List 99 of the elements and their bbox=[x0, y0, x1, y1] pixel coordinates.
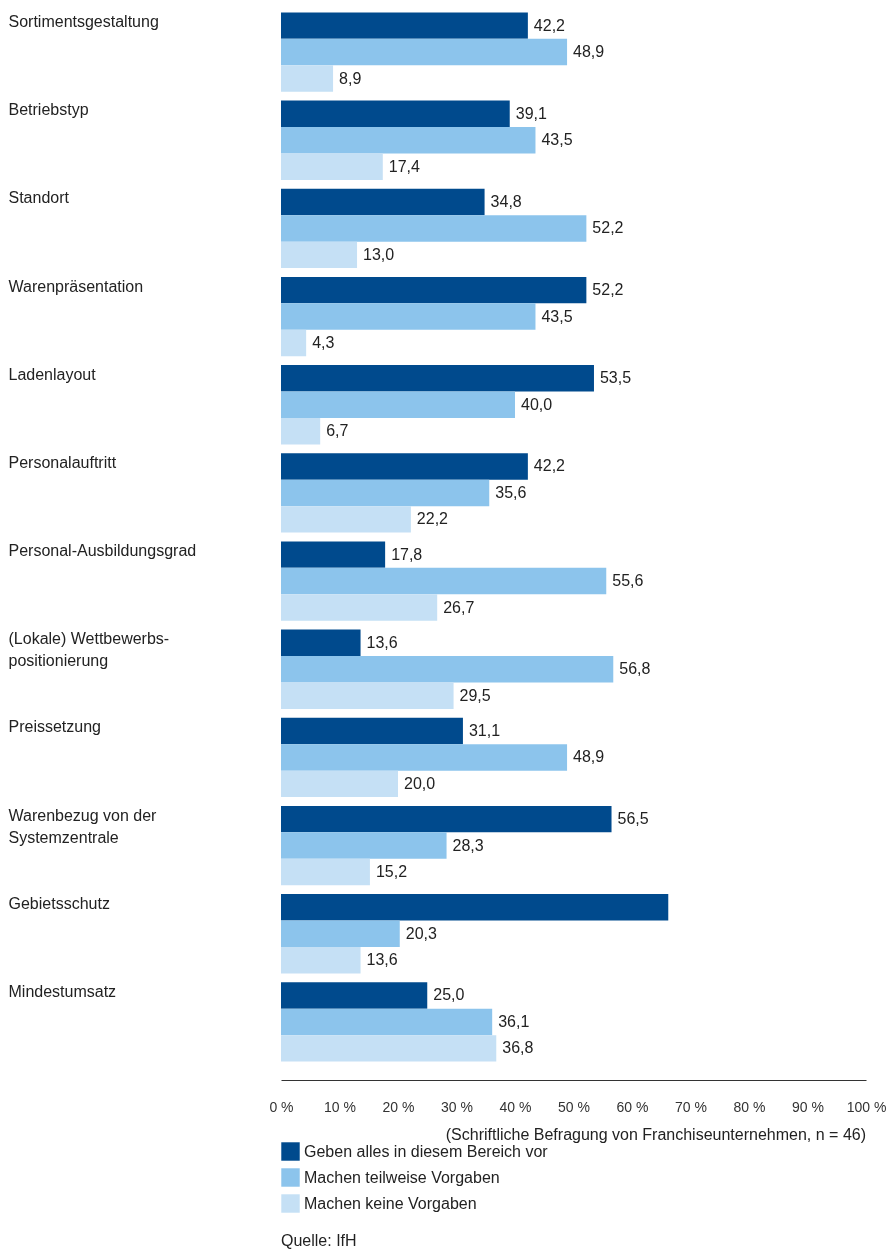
data-label: 53,5 bbox=[599, 369, 632, 387]
bar bbox=[281, 920, 400, 947]
bar bbox=[281, 629, 361, 657]
data-label: 13,6 bbox=[366, 951, 398, 969]
bar bbox=[281, 832, 447, 859]
y-tick-label: Betriebstyp bbox=[8, 101, 89, 119]
data-label: 43,5 bbox=[541, 131, 573, 149]
data-label: 28,3 bbox=[452, 836, 484, 854]
data-label: 48,9 bbox=[573, 43, 605, 61]
bar bbox=[281, 365, 594, 392]
text: (Schriftliche Befragung von Franchiseunternehmen, n = 46) bbox=[445, 1126, 866, 1144]
data-label: 40,0 bbox=[521, 395, 553, 413]
data-label: 36,1 bbox=[498, 1012, 530, 1030]
y-tick-label: Warenpräsentation bbox=[8, 277, 144, 295]
data-label: 6,7 bbox=[326, 422, 349, 440]
bar bbox=[281, 744, 568, 771]
data-label: 29,5 bbox=[459, 686, 491, 704]
bar bbox=[281, 1008, 493, 1036]
bar bbox=[281, 717, 463, 745]
x-tick-label: 0 % bbox=[269, 1098, 294, 1115]
y-tick-label: Personal-Ausbildungsgrad bbox=[8, 542, 197, 560]
x-tick-label: 20 % bbox=[382, 1098, 415, 1115]
bar bbox=[281, 594, 438, 621]
bar bbox=[281, 567, 607, 595]
data-label: 35,6 bbox=[495, 483, 527, 501]
bar bbox=[281, 65, 334, 92]
data-label: 42,2 bbox=[533, 457, 566, 475]
bar bbox=[281, 215, 587, 242]
y-tick-label: Personalauftritt bbox=[8, 453, 117, 471]
data-label: 39,1 bbox=[515, 104, 547, 122]
data-label: 25,0 bbox=[433, 986, 465, 1004]
y-tick-label: (Lokale) Wettbewerbs- positionierung bbox=[8, 630, 170, 670]
bar bbox=[281, 805, 612, 833]
y-tick-label: Mindestumsatz bbox=[8, 982, 117, 1000]
y-tick-label: Sortimentsgestaltung bbox=[8, 13, 159, 31]
bar bbox=[281, 894, 669, 921]
bar bbox=[281, 1035, 497, 1062]
data-label: 22,2 bbox=[416, 510, 449, 528]
data-label: 15,2 bbox=[375, 863, 408, 881]
data-label: 17,4 bbox=[388, 157, 421, 175]
x-tick-label: 70 % bbox=[675, 1098, 707, 1115]
data-label: 43,5 bbox=[541, 307, 573, 325]
bar bbox=[281, 38, 568, 66]
bar bbox=[281, 541, 386, 568]
y-tick-label: Warenbezug von der Systemzentrale bbox=[8, 806, 158, 846]
bar bbox=[281, 241, 358, 269]
data-label: 13,0 bbox=[363, 245, 395, 263]
bar bbox=[281, 329, 307, 357]
bar bbox=[281, 100, 510, 128]
y-tick-label: Preissetzung bbox=[8, 718, 101, 736]
bar bbox=[281, 682, 454, 709]
data-label: 52,2 bbox=[592, 219, 624, 237]
x-tick-label: 100 % bbox=[846, 1098, 887, 1115]
bar bbox=[281, 656, 614, 683]
data-label: 20,3 bbox=[405, 924, 437, 942]
data-label: 26,7 bbox=[443, 598, 475, 616]
source-note: Quelle: IfH bbox=[281, 1232, 357, 1250]
bar bbox=[281, 153, 383, 180]
legend-label: Machen teilweise Vorgaben bbox=[304, 1168, 500, 1186]
x-tick-label: 40 % bbox=[499, 1098, 532, 1115]
bar bbox=[281, 12, 528, 39]
bar bbox=[281, 770, 398, 798]
x-tick-label: 50 % bbox=[558, 1098, 590, 1115]
x-tick-label: 10 % bbox=[324, 1098, 356, 1115]
data-label: 31,1 bbox=[468, 721, 501, 739]
legend-label: Machen keine Vorgaben bbox=[304, 1194, 477, 1212]
bar bbox=[281, 391, 515, 418]
data-label: 36,8 bbox=[502, 1039, 534, 1057]
data-label: 17,8 bbox=[391, 545, 423, 563]
data-label: 52,2 bbox=[592, 281, 624, 299]
bar bbox=[281, 982, 428, 1009]
data-label: 20,0 bbox=[404, 774, 436, 792]
bar bbox=[281, 479, 490, 507]
bar bbox=[281, 506, 411, 533]
data-label: 56,8 bbox=[619, 660, 651, 678]
data-label: 55,6 bbox=[612, 572, 644, 590]
data-label: 42,2 bbox=[533, 16, 566, 34]
data-label: 48,9 bbox=[573, 748, 605, 766]
data-label: 56,5 bbox=[617, 810, 649, 828]
x-tick-label: 60 % bbox=[616, 1098, 649, 1115]
bar bbox=[281, 453, 528, 480]
y-tick-label: Standort bbox=[8, 189, 70, 207]
x-tick-label: 80 % bbox=[733, 1098, 766, 1115]
bar bbox=[281, 858, 370, 886]
y-tick-label: Gebietsschutz bbox=[8, 894, 110, 912]
data-label: 4,3 bbox=[312, 334, 335, 352]
bar bbox=[281, 946, 361, 974]
data-label: 13,6 bbox=[366, 633, 398, 651]
bar bbox=[281, 417, 321, 445]
x-tick-label: 30 % bbox=[441, 1098, 473, 1115]
data-label: 8,9 bbox=[339, 69, 362, 87]
bar bbox=[281, 303, 536, 330]
legend-label: Geben alles in diesem Bereich vor bbox=[304, 1142, 549, 1160]
bar bbox=[281, 276, 587, 304]
bar bbox=[281, 127, 536, 154]
data-label: 34,8 bbox=[490, 192, 522, 210]
x-tick-label: 90 % bbox=[792, 1098, 824, 1115]
bar bbox=[281, 188, 485, 216]
y-tick-label: Ladenlayout bbox=[8, 365, 97, 383]
